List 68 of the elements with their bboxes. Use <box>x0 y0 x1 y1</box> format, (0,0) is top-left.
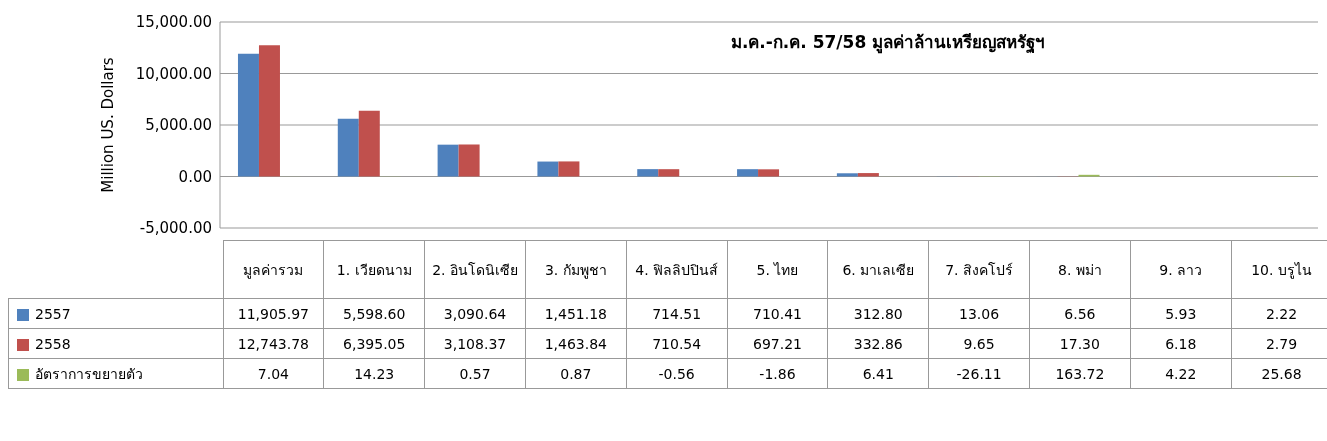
data-label: 6.41 <box>827 358 929 389</box>
data-label: 17.30 <box>1029 328 1131 359</box>
data-label: 9.65 <box>928 328 1030 359</box>
bar <box>437 144 459 177</box>
data-label: 6.18 <box>1130 328 1232 359</box>
data-label: 312.80 <box>827 298 929 329</box>
bar <box>758 169 780 177</box>
bar <box>658 169 680 177</box>
x-tick-label: 4. ฟิลลิปปินส์ <box>626 240 728 299</box>
bar <box>237 53 259 177</box>
legend-label: 2558 <box>8 328 223 359</box>
y-tick-label: 5,000.00 <box>145 116 212 135</box>
data-label: -0.56 <box>626 358 728 389</box>
x-tick-label: 1. เวียดนาม <box>323 240 425 299</box>
x-tick-label: 9. ลาว <box>1130 240 1232 299</box>
data-label: 2.79 <box>1231 328 1327 359</box>
bar <box>537 161 559 177</box>
data-label: 710.54 <box>626 328 728 359</box>
x-tick-label: 8. พม่า <box>1029 240 1131 299</box>
bar <box>458 144 480 177</box>
x-tick-label: มูลค่ารวม <box>223 240 324 299</box>
bar <box>358 110 380 177</box>
data-label: 25.68 <box>1231 358 1327 389</box>
y-tick-label: 10,000.00 <box>135 64 212 83</box>
y-tick-label: 15,000.00 <box>135 13 212 32</box>
data-label: 13.06 <box>928 298 1030 329</box>
data-label: 0.57 <box>424 358 526 389</box>
data-label: -1.86 <box>727 358 828 389</box>
data-label: 5.93 <box>1130 298 1232 329</box>
data-label: 3,108.37 <box>424 328 526 359</box>
y-tick-label: 0.00 <box>178 167 212 186</box>
data-label: 714.51 <box>626 298 728 329</box>
y-tick-label: -5,000.00 <box>139 219 212 238</box>
data-label: 14.23 <box>323 358 425 389</box>
data-label: 7.04 <box>223 358 324 389</box>
data-label: 5,598.60 <box>323 298 425 329</box>
bar <box>637 169 659 177</box>
bar <box>836 173 858 177</box>
bar <box>258 45 280 177</box>
bar <box>857 173 879 177</box>
data-label: 0.87 <box>525 358 627 389</box>
data-label: 12,743.78 <box>223 328 324 359</box>
data-label: 3,090.64 <box>424 298 526 329</box>
data-label: 11,905.97 <box>223 298 324 329</box>
text: ม.ค.-ก.ค. 57/58 มูลค่าล้านเหรียญสหรัฐฯ <box>730 32 1046 54</box>
data-label: 4.22 <box>1130 358 1232 389</box>
data-label: 1,451.18 <box>525 298 627 329</box>
data-label: 2.22 <box>1231 298 1327 329</box>
data-label: 6,395.05 <box>323 328 425 359</box>
bar <box>737 169 759 177</box>
data-label: 332.86 <box>827 328 929 359</box>
legend-label: 2557 <box>8 298 223 329</box>
x-tick-label: 10. บรูไน <box>1231 240 1327 299</box>
data-label: -26.11 <box>928 358 1030 389</box>
data-label: 163.72 <box>1029 358 1131 389</box>
bar <box>558 161 580 177</box>
x-tick-label: 6. มาเลเซีย <box>827 240 929 299</box>
data-label: 710.41 <box>727 298 828 329</box>
data-label: 6.56 <box>1029 298 1131 329</box>
y-axis-title: Million US. Dollars <box>99 57 118 193</box>
data-label: 1,463.84 <box>525 328 627 359</box>
x-tick-label: 5. ไทย <box>727 240 828 299</box>
legend-label: อัตราการขยายตัว <box>8 358 223 389</box>
data-label: 697.21 <box>727 328 828 359</box>
x-tick-label: 3. กัมพูชา <box>525 240 627 299</box>
x-tick-label: 7. สิงคโปร์ <box>928 240 1030 299</box>
x-tick-label: 2. อินโดนิเซีย <box>424 240 526 299</box>
bar <box>337 118 359 177</box>
